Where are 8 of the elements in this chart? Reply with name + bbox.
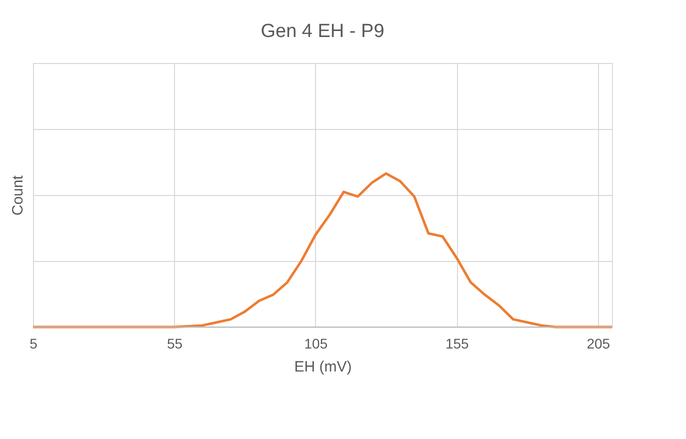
- y-axis-title: Count: [10, 174, 26, 216]
- x-tick-label: 5: [30, 336, 38, 352]
- x-axis-title: EH (mV): [294, 358, 352, 376]
- x-tick-label: 55: [166, 336, 183, 352]
- x-tick-label: 205: [586, 336, 610, 352]
- x-tick-label: 105: [304, 336, 328, 352]
- chart-title: Gen 4 EH - P9: [260, 21, 384, 42]
- x-tick-label: 155: [445, 336, 470, 352]
